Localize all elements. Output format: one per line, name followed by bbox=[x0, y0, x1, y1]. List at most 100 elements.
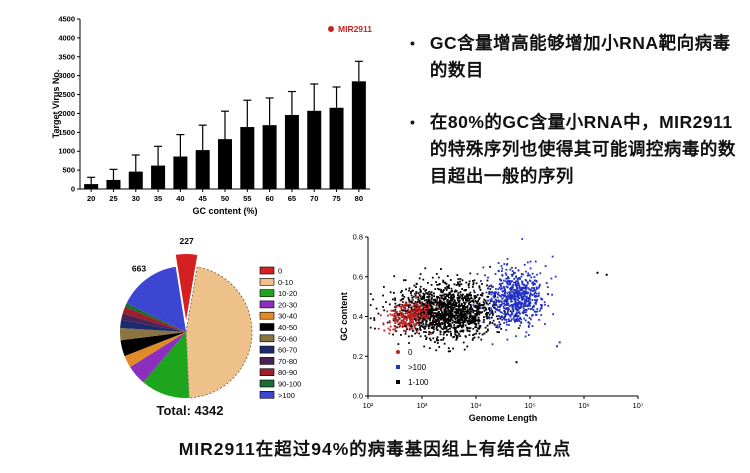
svg-text:3500: 3500 bbox=[58, 52, 75, 61]
pie-total-label: Total: 4342 bbox=[156, 403, 224, 418]
bar bbox=[195, 150, 210, 189]
pie-slice bbox=[120, 332, 186, 357]
svg-text:0: 0 bbox=[408, 348, 413, 357]
pie-slice bbox=[124, 332, 186, 368]
svg-text:0.6: 0.6 bbox=[353, 272, 363, 281]
svg-text:70-80: 70-80 bbox=[278, 357, 297, 366]
svg-text:60: 60 bbox=[265, 194, 273, 203]
svg-text:4500: 4500 bbox=[58, 15, 75, 24]
bar bbox=[173, 156, 188, 189]
svg-text:75: 75 bbox=[332, 194, 340, 203]
svg-text:0.0: 0.0 bbox=[353, 392, 363, 401]
scatter-xlabel: Genome Length bbox=[469, 413, 538, 423]
bar bbox=[218, 139, 232, 189]
pie-callout-label: 663 bbox=[132, 263, 146, 273]
bar bbox=[262, 125, 277, 189]
svg-text:40-50: 40-50 bbox=[278, 323, 297, 332]
svg-text:40: 40 bbox=[176, 194, 184, 203]
legend-swatch-icon bbox=[259, 277, 275, 286]
legend-marker-icon bbox=[396, 350, 400, 354]
bullet-list: • GC含量增高能够增加小RNA靶向病毒的数目 • 在80%的GC含量小RNA中… bbox=[410, 30, 746, 215]
bar-ylabel: Target Virus No. bbox=[51, 70, 61, 139]
svg-text:1-100: 1-100 bbox=[408, 378, 429, 387]
legend-swatch-icon bbox=[259, 289, 275, 297]
legend-dot-icon bbox=[328, 26, 334, 32]
legend-swatch-icon bbox=[259, 334, 275, 343]
svg-text:1000: 1000 bbox=[58, 147, 75, 156]
svg-text:0: 0 bbox=[278, 267, 282, 276]
svg-text:3000: 3000 bbox=[58, 71, 75, 80]
pie-slice bbox=[130, 332, 186, 383]
svg-text:MIR2911: MIR2911 bbox=[338, 24, 372, 34]
bar-series: 20 25 30 35 40 45 50 55 60 65 70 75 80 bbox=[84, 60, 366, 203]
svg-text:0.8: 0.8 bbox=[353, 233, 363, 242]
bar bbox=[240, 127, 255, 189]
legend-swatch-icon bbox=[259, 323, 275, 331]
svg-text:10⁴: 10⁴ bbox=[470, 401, 482, 410]
svg-text:65: 65 bbox=[288, 194, 296, 203]
scatter-points bbox=[369, 238, 608, 364]
legend-swatch-icon bbox=[259, 266, 275, 275]
bar bbox=[128, 171, 143, 189]
bar-legend: MIR2911 bbox=[328, 24, 372, 34]
svg-text:10³: 10³ bbox=[417, 401, 428, 410]
bar bbox=[329, 107, 344, 189]
bar bbox=[151, 165, 166, 189]
svg-text:2500: 2500 bbox=[58, 90, 75, 99]
pie-slice bbox=[122, 306, 186, 332]
bullet-text: GC含量增高能够增加小RNA靶向病毒的数目 bbox=[429, 33, 731, 80]
bar bbox=[106, 179, 121, 189]
svg-text:2000: 2000 bbox=[58, 109, 75, 118]
svg-text:1500: 1500 bbox=[58, 128, 75, 137]
pie-slice bbox=[175, 254, 198, 321]
bar bbox=[351, 81, 366, 189]
svg-text:60-70: 60-70 bbox=[278, 346, 297, 355]
bullet-text: 在80%的GC含量小RNA中，MIR2911的特殊序列也使得其可能调控病毒的数目… bbox=[429, 112, 736, 186]
pie-slice bbox=[124, 303, 186, 332]
bar bbox=[307, 110, 322, 189]
legend-swatch-icon bbox=[259, 379, 275, 388]
legend-swatch-icon bbox=[259, 357, 275, 365]
svg-text:10⁷: 10⁷ bbox=[632, 401, 643, 410]
svg-text:90-100: 90-100 bbox=[278, 380, 301, 389]
pie-slice bbox=[121, 313, 186, 332]
svg-text:0.2: 0.2 bbox=[353, 352, 363, 361]
svg-text:0.4: 0.4 bbox=[353, 312, 363, 321]
scatter-ylabel: GC content bbox=[339, 292, 349, 341]
legend-swatch-icon bbox=[259, 345, 275, 354]
svg-text:20: 20 bbox=[87, 194, 95, 203]
svg-text:10⁵: 10⁵ bbox=[524, 401, 535, 410]
scatter-legend: 0 >100 1-100 bbox=[396, 348, 429, 387]
pie-slice bbox=[120, 319, 186, 332]
legend-swatch-icon bbox=[259, 368, 275, 376]
pie-chart: 227 663 0 0-10 10-20 20-30 30-40 40-50 50-60 60-7… bbox=[120, 236, 301, 400]
svg-text:500: 500 bbox=[62, 166, 75, 175]
svg-text:50: 50 bbox=[221, 194, 229, 203]
bar-y-ticks: 0 500 1000 1500 2000 2500 3000 3500 4000 4500 bbox=[58, 15, 80, 194]
legend-marker-icon bbox=[396, 380, 400, 384]
pie-slices bbox=[120, 254, 253, 399]
svg-text:10⁶: 10⁶ bbox=[578, 401, 589, 410]
pie-slice bbox=[185, 266, 253, 399]
svg-text:10-20: 10-20 bbox=[278, 289, 297, 298]
svg-text:30: 30 bbox=[132, 194, 140, 203]
pie-slice bbox=[126, 266, 186, 332]
svg-text:55: 55 bbox=[243, 194, 251, 203]
svg-text:>100: >100 bbox=[408, 363, 427, 372]
pie-slice bbox=[143, 332, 190, 399]
svg-text:45: 45 bbox=[199, 194, 207, 203]
svg-text:35: 35 bbox=[154, 194, 162, 203]
legend-marker-icon bbox=[396, 365, 400, 369]
pie-slice bbox=[120, 328, 186, 341]
legend-swatch-icon bbox=[259, 391, 275, 399]
bullet-item: • 在80%的GC含量小RNA中，MIR2911的特殊序列也使得其可能调控病毒的… bbox=[410, 109, 746, 190]
bullet-item: • GC含量增高能够增加小RNA靶向病毒的数目 bbox=[410, 30, 746, 84]
svg-text:80: 80 bbox=[355, 194, 363, 203]
scatter-plot: 10² 10³ 10⁴ 10⁵ 10⁶ 10⁷ 0.0 0.2 0.4 0.6 0.8 Genome … bbox=[339, 233, 644, 424]
bar bbox=[84, 184, 99, 189]
svg-text:30-40: 30-40 bbox=[278, 312, 297, 321]
svg-text:50-60: 50-60 bbox=[278, 334, 297, 343]
pie-legend: 0 0-10 10-20 20-30 30-40 40-50 50-60 60-70 70-80… bbox=[259, 266, 301, 400]
legend-swatch-icon bbox=[259, 311, 275, 320]
